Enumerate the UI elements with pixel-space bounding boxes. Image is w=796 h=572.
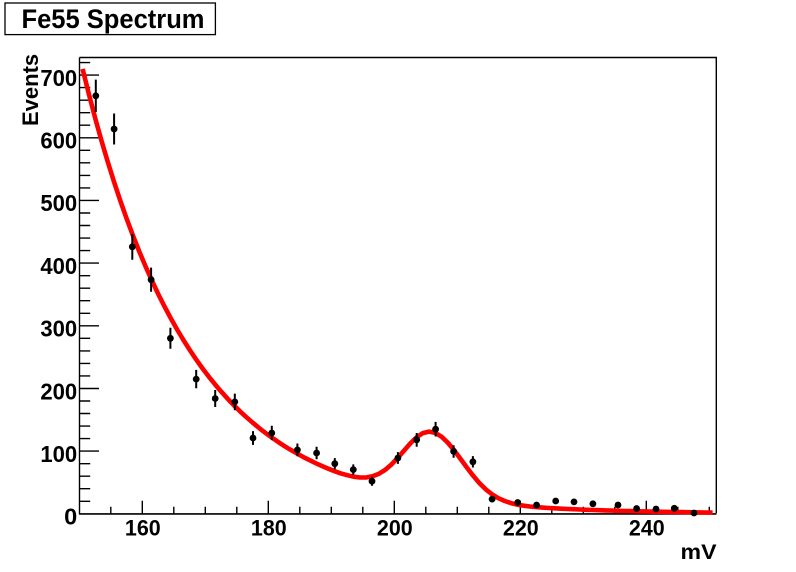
svg-text:100: 100 <box>40 441 77 467</box>
svg-text:200: 200 <box>40 378 77 404</box>
svg-text:Fe55 Spectrum: Fe55 Spectrum <box>22 4 205 34</box>
svg-text:400: 400 <box>40 253 77 279</box>
svg-text:180: 180 <box>251 515 287 540</box>
svg-text:700: 700 <box>40 65 77 91</box>
svg-text:600: 600 <box>40 128 77 154</box>
svg-text:200: 200 <box>377 515 413 540</box>
svg-text:240: 240 <box>629 515 665 540</box>
svg-text:160: 160 <box>125 515 161 540</box>
svg-text:220: 220 <box>503 515 539 540</box>
svg-text:300: 300 <box>40 316 77 342</box>
svg-text:500: 500 <box>40 190 77 216</box>
svg-text:0: 0 <box>64 504 77 530</box>
svg-text:Events: Events <box>18 54 43 126</box>
svg-text:mV: mV <box>681 540 718 564</box>
